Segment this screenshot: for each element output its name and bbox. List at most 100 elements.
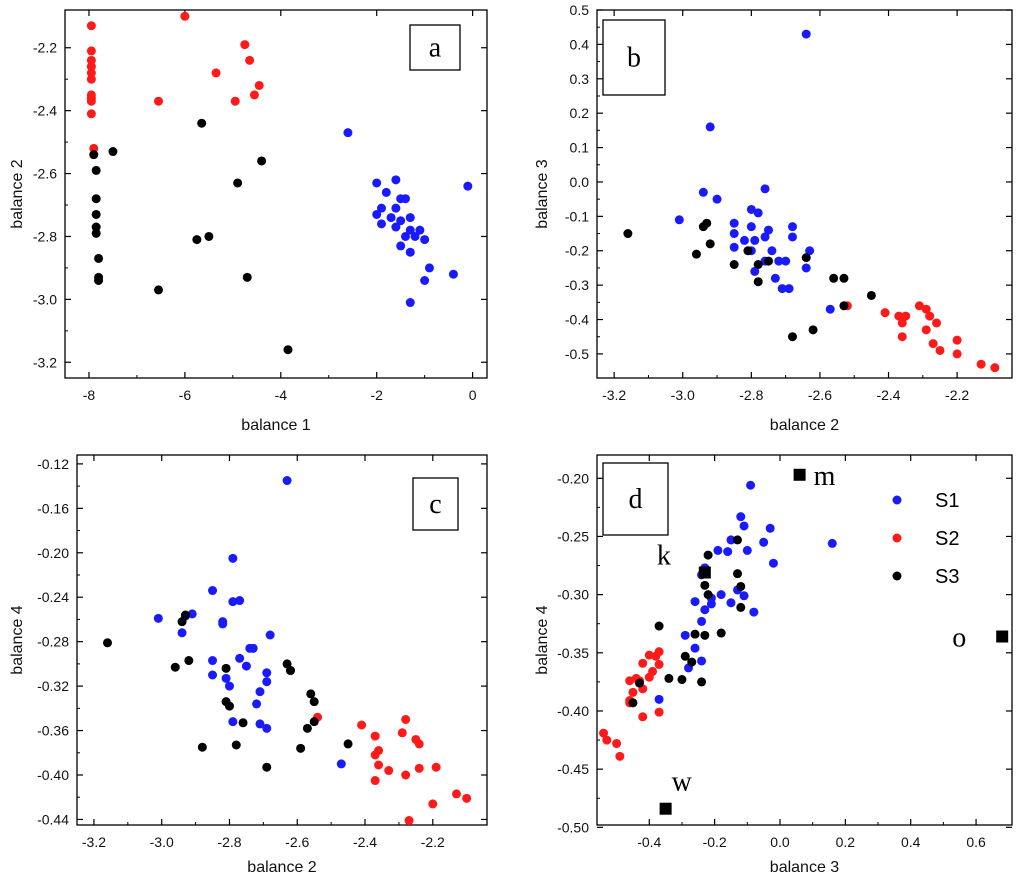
point-s3 <box>664 673 674 683</box>
x-tick-label: -8 <box>83 387 96 403</box>
point-s3 <box>221 663 231 673</box>
point-s2 <box>880 308 890 318</box>
point-s2 <box>644 672 654 682</box>
point-s2 <box>894 311 904 321</box>
legend-label-s2: S2 <box>935 528 959 550</box>
point-s2 <box>86 62 96 72</box>
point-s3 <box>91 228 101 238</box>
point-s1 <box>774 256 784 266</box>
point-s2 <box>935 345 945 355</box>
panel-letter-box <box>602 462 669 536</box>
x-tick-label: -2.6 <box>808 387 832 403</box>
point-s3 <box>866 290 876 300</box>
point-s1 <box>405 225 415 235</box>
point-s1 <box>405 298 415 308</box>
point-s2 <box>462 793 472 803</box>
square-marker-w <box>659 802 672 815</box>
y-tick-label: -2.4 <box>33 103 57 119</box>
point-s1 <box>726 598 736 608</box>
y-tick-label: -0.50 <box>557 819 589 835</box>
point-s1 <box>187 609 197 619</box>
point-s1 <box>208 586 218 596</box>
square-marker-k <box>698 566 711 579</box>
x-tick-label: -3.0 <box>671 387 695 403</box>
point-s2 <box>89 143 99 153</box>
point-s3 <box>94 253 104 263</box>
panel-d: -0.4 -0.2 0.0 0.2 0.4 0.6 -0.50 -0.45 -0.40 -0.35… <box>534 454 1013 876</box>
point-s2 <box>428 799 438 809</box>
panel-letter: c <box>429 489 441 520</box>
x-tick-label: -3.2 <box>602 387 626 403</box>
y-tick-label: 0.0 <box>570 174 590 190</box>
point-s3 <box>733 569 743 579</box>
marker-label-k: k <box>657 541 671 572</box>
point-s1 <box>391 222 401 232</box>
point-s3 <box>224 701 234 711</box>
point-s3 <box>309 717 319 727</box>
point-s1 <box>248 643 258 653</box>
legend-marker-s3 <box>892 571 902 581</box>
y-tick-label: -0.3 <box>565 277 589 293</box>
point-s2 <box>154 96 164 106</box>
point-s2 <box>401 770 411 780</box>
point-s2 <box>370 731 380 741</box>
point-s1 <box>377 219 386 229</box>
point-s1 <box>420 235 430 245</box>
point-s1 <box>680 630 690 640</box>
point-s3 <box>680 651 690 661</box>
point-s1 <box>787 232 797 242</box>
point-s3 <box>787 332 797 342</box>
point-s1 <box>177 628 187 638</box>
point-s2 <box>254 80 264 90</box>
point-s1 <box>784 284 794 294</box>
square-marker-m <box>793 468 806 481</box>
x-tick-label: -2.6 <box>285 834 309 850</box>
point-s1 <box>153 613 163 623</box>
y-tick-label: -0.40 <box>37 767 69 783</box>
panel-letter: b <box>627 43 641 74</box>
point-s3 <box>716 628 726 638</box>
point-s2 <box>230 96 240 106</box>
point-s2 <box>914 301 924 311</box>
point-s3 <box>242 272 252 282</box>
point-s1 <box>760 232 770 242</box>
point-s2 <box>952 349 962 359</box>
point-s3 <box>753 260 763 270</box>
point-s1 <box>749 607 759 617</box>
point-s3 <box>177 617 187 627</box>
point-s1 <box>336 759 346 769</box>
y-tick-label: -0.45 <box>557 761 589 777</box>
point-s2 <box>602 735 612 745</box>
point-s1 <box>746 480 756 490</box>
point-s3 <box>192 235 202 245</box>
point-s3 <box>703 550 713 560</box>
point-s3 <box>703 590 713 600</box>
y-tick-label: -0.1 <box>565 208 589 224</box>
y-tick-label: -0.32 <box>37 678 69 694</box>
x-tick-label: -0.4 <box>637 834 661 850</box>
point-s3 <box>700 630 710 640</box>
point-s1 <box>377 203 386 213</box>
point-s3 <box>829 273 839 283</box>
point-s2 <box>897 318 907 328</box>
point-s1 <box>391 203 401 213</box>
point-s3 <box>282 659 292 669</box>
point-s3 <box>306 689 316 699</box>
point-s3 <box>197 742 207 752</box>
x-tick-label: 0.6 <box>966 834 986 850</box>
point-s2 <box>397 728 407 738</box>
point-s1 <box>742 545 752 555</box>
point-s3 <box>285 666 295 676</box>
point-s2 <box>86 96 96 106</box>
point-s3 <box>687 657 697 667</box>
point-s1 <box>723 547 733 557</box>
point-s2 <box>370 750 380 760</box>
x-tick-label: -2.2 <box>945 387 969 403</box>
point-s1 <box>726 535 736 545</box>
point-s1 <box>739 235 749 245</box>
x-tick-label: -3.2 <box>82 834 106 850</box>
point-s2 <box>921 304 931 314</box>
plot-frame <box>64 9 488 379</box>
point-s1 <box>760 184 770 194</box>
point-s1 <box>698 187 708 197</box>
